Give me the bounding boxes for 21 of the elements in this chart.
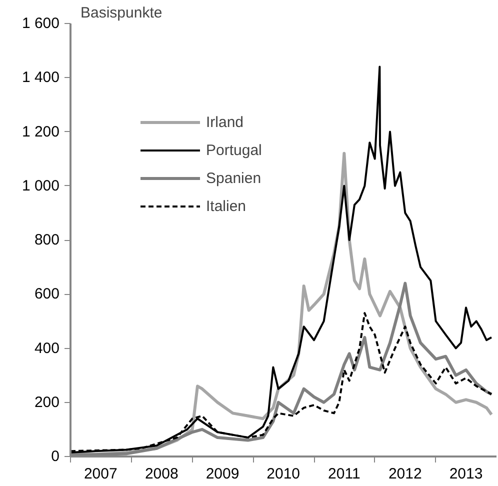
legend-label: Portugal: [206, 142, 262, 158]
y-tick-label: 1 000: [22, 177, 60, 194]
x-tick-label: 2013: [449, 466, 483, 482]
x-tick-label: 2007: [84, 466, 118, 482]
y-tick-label: 200: [34, 394, 60, 411]
y-tick-label: 800: [34, 232, 60, 248]
legend-label: Irland: [206, 114, 244, 130]
legend-label: Spanien: [206, 170, 262, 186]
y-axis-title: Basispunkte: [80, 4, 162, 22]
y-tick-label: 1 400: [22, 69, 60, 86]
x-tick-label: 2010: [266, 466, 300, 482]
y-tick-label: 600: [34, 286, 60, 303]
x-tick-label: 2011: [328, 466, 360, 482]
y-tick-label: 1 600: [22, 15, 60, 32]
y-tick-label: 0: [51, 448, 60, 465]
x-tick-label: 2012: [388, 466, 422, 482]
legend-label: Italien: [206, 198, 246, 214]
y-tick-label: 1 200: [22, 123, 60, 140]
y-tick-label: 400: [34, 340, 60, 357]
x-tick-label: 2009: [206, 466, 240, 482]
x-tick-label: 2008: [144, 466, 178, 482]
